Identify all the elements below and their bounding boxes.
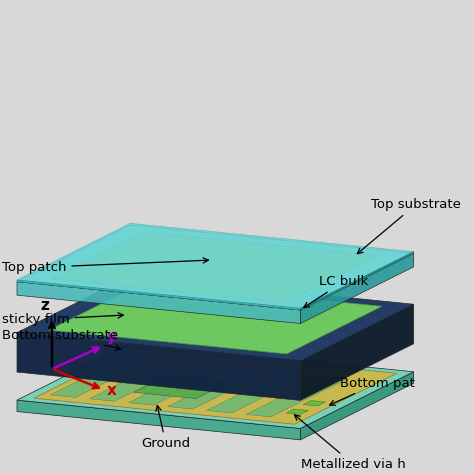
Polygon shape (128, 364, 231, 405)
Text: Bottom pat: Bottom pat (329, 377, 415, 405)
Polygon shape (49, 283, 382, 354)
Text: Top substrate: Top substrate (357, 198, 461, 254)
Polygon shape (17, 282, 301, 324)
Polygon shape (286, 409, 308, 414)
Polygon shape (53, 232, 378, 302)
Text: LC bulk: LC bulk (304, 275, 368, 308)
Polygon shape (303, 401, 325, 406)
Polygon shape (34, 347, 397, 424)
Polygon shape (301, 372, 414, 440)
Text: x: x (107, 383, 117, 399)
Text: y: y (107, 328, 117, 344)
Text: z: z (41, 299, 49, 313)
Polygon shape (168, 368, 270, 409)
Polygon shape (90, 360, 191, 401)
Polygon shape (134, 377, 227, 399)
Text: sticky film: sticky film (2, 313, 123, 326)
Polygon shape (301, 252, 414, 310)
Text: Bottom substrate: Bottom substrate (2, 329, 120, 350)
Polygon shape (301, 253, 414, 324)
Polygon shape (17, 280, 301, 310)
Polygon shape (246, 376, 348, 417)
Polygon shape (17, 333, 301, 401)
Polygon shape (17, 225, 414, 310)
Polygon shape (17, 400, 301, 440)
Text: Top patch: Top patch (2, 258, 209, 274)
Polygon shape (50, 356, 153, 397)
Polygon shape (301, 304, 414, 401)
Polygon shape (207, 372, 309, 413)
Polygon shape (17, 223, 414, 309)
Text: Metallized via h: Metallized via h (294, 415, 405, 471)
Polygon shape (17, 344, 414, 428)
Text: Ground: Ground (141, 405, 191, 450)
Polygon shape (17, 276, 414, 361)
